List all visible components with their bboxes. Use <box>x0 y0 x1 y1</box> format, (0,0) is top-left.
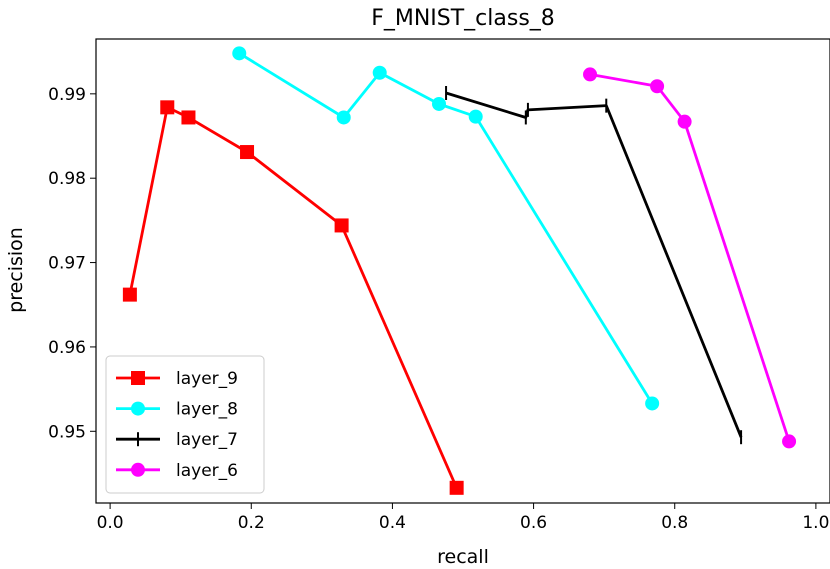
x-tick-label: 1.0 <box>802 513 829 533</box>
series-line-layer_9 <box>128 105 458 489</box>
y-tick-label: 0.98 <box>48 169 86 189</box>
series-line-layer_8 <box>238 52 654 405</box>
y-axis-label: precision <box>5 227 27 313</box>
data-point-layer_9 <box>240 145 255 160</box>
axis-ticks: 0.0 0.2 0.4 0.6 0.8 1.0 0.95 0.96 0.97 0.98 0.99 <box>48 85 829 533</box>
y-tick-label: 0.99 <box>48 85 86 105</box>
x-tick-label: 0.8 <box>661 513 688 533</box>
x-tick-label: 0.6 <box>520 513 547 533</box>
x-tick-label: 0.2 <box>238 513 265 533</box>
data-point-layer_9 <box>181 110 196 125</box>
legend-marker-layer_8 <box>131 401 145 416</box>
plot-frame <box>95 38 830 504</box>
data-point-layer_8 <box>372 65 387 80</box>
y-tick-label: 0.95 <box>48 422 86 442</box>
data-point-layer_8 <box>645 396 660 411</box>
data-point-layer_6 <box>650 79 665 94</box>
y-tick-label: 0.96 <box>48 338 86 358</box>
data-point-layer_9 <box>160 100 175 115</box>
series-layer_8 <box>232 46 660 411</box>
legend-label-layer_9: layer_9 <box>176 369 238 389</box>
data-point-layer_8 <box>468 109 483 124</box>
series-layer_7 <box>445 85 743 445</box>
data-point-layer_8 <box>232 46 247 61</box>
series-layer_9 <box>122 100 464 495</box>
data-point-layer_6 <box>782 434 797 449</box>
x-tick-label: 0.4 <box>379 513 406 533</box>
chart-title: F_MNIST_class_8 <box>371 6 555 31</box>
plot-series <box>122 46 797 495</box>
data-point-layer_6 <box>583 67 598 82</box>
legend-marker-layer_6 <box>131 462 145 477</box>
legend-label-layer_6: layer_6 <box>176 461 238 481</box>
legend-box <box>105 355 265 494</box>
y-tick-label: 0.97 <box>48 254 86 274</box>
data-point-layer_8 <box>336 110 351 125</box>
series-layer_6 <box>583 67 797 449</box>
x-tick-label: 0.0 <box>97 513 124 533</box>
data-point-layer_6 <box>677 114 692 129</box>
legend: layer_9 layer_8 layer_7 layer_6 <box>105 355 265 494</box>
data-point-layer_9 <box>122 287 137 302</box>
legend-marker-layer_9 <box>131 371 145 385</box>
legend-label-layer_7: layer_7 <box>176 430 238 450</box>
series-line-layer_7 <box>445 91 743 438</box>
data-point-layer_8 <box>432 96 447 111</box>
data-point-layer_9 <box>449 480 464 495</box>
data-point-layer_9 <box>334 218 349 233</box>
x-axis-label: recall <box>437 546 489 568</box>
series-line-layer_6 <box>589 73 791 442</box>
legend-label-layer_8: layer_8 <box>176 400 238 420</box>
